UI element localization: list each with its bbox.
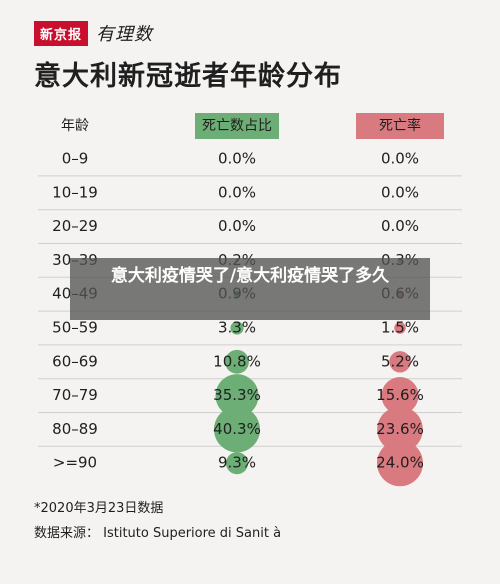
share-value-label: 9.3% [218, 454, 256, 472]
share-value-label: 3.3% [218, 319, 256, 337]
rate-value-label: 5.2% [381, 352, 419, 370]
rate-value-label: 0.0% [381, 150, 419, 168]
age-label: 50–59 [52, 319, 98, 337]
header: 新京报 有理数 [34, 18, 153, 48]
share-value-label: 40.3% [213, 420, 261, 438]
age-label: 20–29 [52, 217, 98, 235]
age-label: >=90 [53, 454, 97, 472]
share-header-pill [195, 113, 279, 139]
age-label: 10–19 [52, 183, 98, 201]
share-bubble [225, 452, 249, 475]
share-value-label: 0.0% [218, 150, 256, 168]
share-value-label: 0.0% [218, 183, 256, 201]
rate-value-label: 0.0% [381, 217, 419, 235]
brand-logo: 新京报 [34, 20, 89, 46]
age-label: 80–89 [52, 420, 98, 438]
rate-bubble [381, 377, 419, 415]
share-bubble [230, 321, 244, 335]
rate-value-label: 15.6% [376, 386, 424, 404]
share-value-label: 0.0% [218, 217, 256, 235]
rate-value-label: 23.6% [376, 420, 424, 438]
age-label: 60–69 [52, 352, 98, 370]
column-header-rate: 死亡率 [379, 117, 421, 134]
rate-bubble [389, 351, 411, 373]
data-source: 数据来源： Istituto Superiore di Sanit à [34, 526, 282, 541]
rate-header-pill [356, 113, 444, 139]
rate-bubble [394, 322, 406, 334]
watermark-overlay: 意大利疫情哭了/意大利疫情哭了多久 [70, 258, 430, 320]
age-label: 0–9 [62, 150, 89, 168]
rate-value-label: 1.5% [381, 319, 419, 337]
share-bubble [214, 406, 260, 453]
rate-bubble [377, 406, 423, 453]
footnote: *2020年3月23日数据 [34, 501, 164, 516]
column-header-age: 年龄 [61, 118, 89, 134]
rate-bubble [377, 440, 423, 487]
age-label: 70–79 [52, 386, 98, 404]
column-header-share: 死亡数占比 [202, 118, 272, 134]
share-value-label: 10.8% [213, 352, 261, 370]
share-value-label: 35.3% [213, 386, 261, 404]
rate-value-label: 0.0% [381, 183, 419, 201]
page-title: 意大利新冠逝者年龄分布 [34, 61, 342, 92]
rate-value-label: 24.0% [376, 454, 424, 472]
share-bubble [225, 349, 249, 374]
column-logo: 有理数 [96, 24, 154, 45]
share-bubble [215, 374, 259, 418]
